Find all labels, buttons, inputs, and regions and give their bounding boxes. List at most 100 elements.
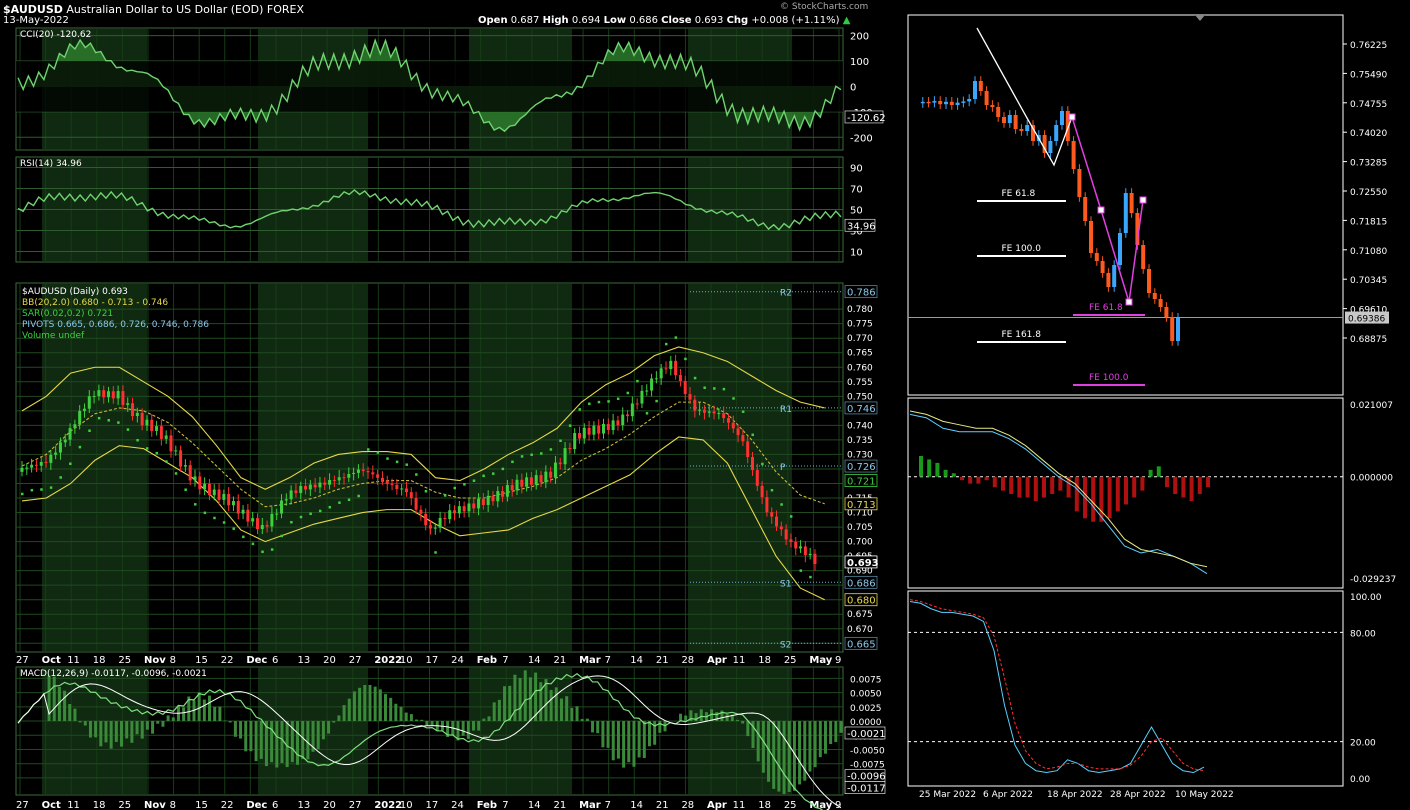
change-value: +0.008 (+1.11%) bbox=[751, 15, 840, 26]
macd-histogram-bar bbox=[803, 721, 807, 781]
osc-slow-line bbox=[909, 410, 1208, 568]
sar-dot bbox=[540, 452, 543, 455]
candle-body bbox=[82, 408, 86, 411]
candle-body bbox=[174, 450, 178, 452]
sar-dot bbox=[21, 492, 24, 496]
sar-dot bbox=[780, 503, 783, 506]
stoch-panel bbox=[907, 590, 1344, 787]
macd-histogram-bar bbox=[461, 721, 465, 736]
mt-candle-body bbox=[1054, 125, 1059, 141]
sar-dot bbox=[367, 448, 370, 451]
macd-histogram-bar bbox=[492, 702, 496, 722]
sar-dot bbox=[597, 400, 601, 404]
x-axis-label: 21 bbox=[553, 655, 566, 666]
candle-body bbox=[693, 399, 697, 411]
macd-histogram-bar bbox=[83, 721, 87, 726]
x-axis-label: Mar bbox=[579, 655, 601, 666]
macd-histogram-bar bbox=[823, 721, 827, 754]
macd-histogram-bar bbox=[601, 721, 605, 748]
candle-body bbox=[304, 486, 308, 490]
sar-dot bbox=[799, 569, 803, 572]
candle-body bbox=[669, 360, 673, 370]
macd-signal-line bbox=[17, 675, 842, 809]
macd-histogram-bar bbox=[187, 696, 191, 722]
mt-candle-body bbox=[990, 105, 995, 107]
macd-tick: -0.0050 bbox=[850, 746, 885, 756]
candle-body bbox=[198, 476, 202, 490]
sar-dot bbox=[453, 486, 457, 490]
macd-histogram-bar bbox=[466, 721, 470, 739]
sar-dot bbox=[463, 483, 466, 486]
macd-histogram-bar bbox=[622, 721, 626, 768]
macd-histogram-bar bbox=[777, 721, 781, 792]
stoch-k-line bbox=[909, 600, 1205, 774]
high-value: 0.694 bbox=[571, 15, 601, 26]
price-tick: 0.73285 bbox=[1350, 159, 1387, 169]
price-tick: 0.780 bbox=[847, 305, 873, 315]
candle-body bbox=[429, 525, 432, 529]
macd-histogram-bar bbox=[373, 686, 377, 722]
candle-body bbox=[760, 485, 764, 498]
macd-histogram-bar bbox=[239, 721, 243, 739]
mt-candle-body bbox=[973, 81, 977, 99]
cci-current: -120.62 bbox=[847, 113, 886, 124]
candle-body bbox=[698, 409, 702, 411]
sar-dot bbox=[664, 342, 668, 346]
sar-dot bbox=[636, 379, 639, 383]
candle-body bbox=[337, 477, 341, 481]
macd-histogram-bar bbox=[306, 721, 310, 760]
candle-body bbox=[553, 462, 557, 478]
macd-histogram-bar bbox=[767, 721, 771, 782]
candle-body bbox=[280, 500, 284, 514]
metatrader-plot-area[interactable]: 0.76225 0.75490 0.74755 0.74020 0.73285 0.725… bbox=[905, 0, 1410, 810]
candle-body bbox=[212, 489, 216, 496]
sar-dot bbox=[88, 429, 91, 432]
sar-dot bbox=[693, 376, 697, 380]
osc-histogram-bar bbox=[1189, 476, 1194, 501]
candle-body bbox=[606, 424, 610, 431]
x-axis-label: Oct bbox=[42, 655, 61, 666]
macd-histogram-bar bbox=[73, 708, 77, 722]
candle-body bbox=[784, 529, 788, 540]
x-axis-label: Feb bbox=[477, 655, 497, 666]
candle-body bbox=[284, 499, 288, 501]
osc-tick: 0.000000 bbox=[1350, 474, 1393, 484]
sar-dot bbox=[491, 472, 495, 475]
price-tick: 0.750 bbox=[847, 392, 873, 402]
x-axis-label: 24 bbox=[451, 800, 464, 810]
candle-body bbox=[443, 517, 447, 520]
pivot-value: 0.746 bbox=[847, 404, 876, 415]
candle-body bbox=[308, 484, 312, 490]
macd-histogram-bar bbox=[487, 716, 491, 722]
pivot-label: R2 bbox=[780, 289, 792, 299]
price-tick: 0.71080 bbox=[1350, 247, 1387, 257]
sar-dot bbox=[424, 489, 428, 493]
sar-dot bbox=[49, 486, 53, 489]
cci-tick: 200 bbox=[850, 32, 869, 43]
price-tick: 0.76225 bbox=[1350, 41, 1387, 51]
candle-body bbox=[332, 479, 336, 481]
mt-candle-body bbox=[1065, 111, 1070, 141]
macd-histogram-bar bbox=[156, 721, 160, 724]
sar-dot bbox=[107, 419, 111, 422]
sar-dot bbox=[741, 410, 745, 413]
mt-candle-body bbox=[1118, 233, 1122, 265]
candle-body bbox=[433, 527, 437, 529]
x-axis-label: 25 bbox=[784, 800, 797, 810]
macd-histogram-bar bbox=[528, 677, 532, 722]
x-axis-label: May bbox=[809, 655, 832, 666]
candle-body bbox=[746, 441, 750, 457]
badge-mid-value: 0.713 bbox=[847, 500, 876, 511]
candle-body bbox=[203, 483, 207, 490]
macd-histogram-bar bbox=[425, 721, 429, 726]
osc-histogram-bar bbox=[1050, 476, 1055, 495]
x-axis-label: 8 bbox=[170, 655, 176, 666]
candle-body bbox=[49, 454, 53, 463]
macd-histogram-bar bbox=[161, 721, 165, 727]
sar-dot bbox=[126, 428, 130, 431]
candle-body bbox=[775, 516, 779, 527]
macd-histogram-bar bbox=[787, 721, 791, 792]
current-price: 0.69386 bbox=[1348, 315, 1385, 325]
candle-body bbox=[520, 479, 524, 487]
